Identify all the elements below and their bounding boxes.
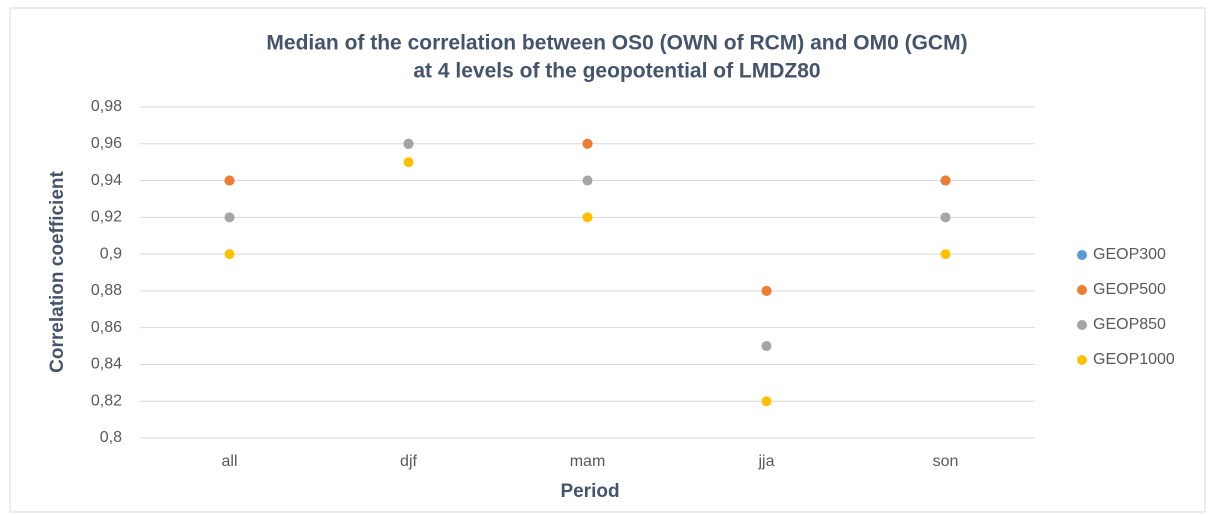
point — [403, 138, 414, 149]
point — [582, 212, 593, 223]
point — [761, 396, 772, 407]
x-tick-label: jja — [757, 453, 774, 470]
legend-marker — [1077, 320, 1087, 330]
x-tick-label: mam — [570, 453, 606, 470]
point — [403, 157, 414, 168]
point — [582, 138, 593, 149]
legend-label: GEOP300 — [1093, 246, 1166, 263]
point — [761, 285, 772, 296]
point — [582, 175, 593, 186]
point — [224, 212, 235, 223]
y-tick-label: 0,98 — [91, 98, 122, 115]
point — [940, 212, 951, 223]
x-tick-label: djf — [400, 453, 417, 470]
point — [940, 249, 951, 260]
legend-marker — [1077, 355, 1087, 365]
y-tick-label: 0,86 — [91, 319, 122, 336]
y-tick-label: 0,84 — [91, 356, 122, 373]
y-tick-label: 0,9 — [100, 245, 122, 262]
x-tick-label: all — [221, 453, 237, 470]
y-tick-label: 0,92 — [91, 209, 122, 226]
legend-label: GEOP500 — [1093, 281, 1166, 298]
chart-border — [9, 7, 1206, 513]
y-tick-label: 0,88 — [91, 282, 122, 299]
point — [761, 341, 772, 352]
point — [224, 175, 235, 186]
point — [224, 249, 235, 260]
legend-label: GEOP1000 — [1093, 351, 1175, 368]
y-tick-label: 0,82 — [91, 392, 122, 409]
y-tick-label: 0,94 — [91, 172, 122, 189]
y-tick-label: 0,96 — [91, 135, 122, 152]
chart-title: Median of the correlation between OS0 (O… — [266, 32, 967, 55]
y-axis-title: Correlation coefficient — [47, 171, 68, 373]
legend-marker — [1077, 285, 1087, 295]
legend-label: GEOP850 — [1093, 316, 1166, 333]
y-tick-label: 0,8 — [100, 429, 122, 446]
x-axis-title: Period — [560, 481, 619, 502]
legend-marker — [1077, 250, 1087, 260]
point — [940, 175, 951, 186]
chart-title: at 4 levels of the geopotential of LMDZ8… — [413, 60, 820, 83]
x-tick-label: son — [933, 453, 959, 470]
